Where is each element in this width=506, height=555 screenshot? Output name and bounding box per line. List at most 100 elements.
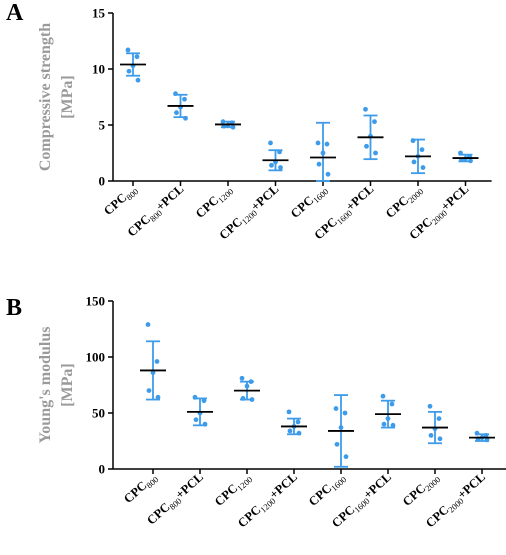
data-point: [296, 430, 302, 436]
data-point: [220, 119, 226, 125]
x-tick-label-suffix: +PCL: [361, 470, 394, 502]
data-point: [244, 383, 250, 389]
x-tick-label: CPC1200: [193, 182, 235, 222]
data-point: [287, 428, 293, 434]
data-point: [390, 422, 396, 428]
x-tick-label: CPC1600: [306, 470, 348, 510]
data-point: [146, 388, 152, 393]
y-axis-label-line: [MPa]: [59, 75, 76, 119]
data-point: [372, 119, 377, 125]
data-point: [295, 419, 301, 425]
x-tick-label-subscript: 1200: [235, 474, 254, 493]
data-point: [334, 441, 340, 447]
y-axis-label-line: [MPa]: [59, 363, 76, 407]
y-axis-label: Compressive strength [MPa]: [37, 23, 76, 171]
y-tick-label: 100: [86, 350, 106, 365]
data-point: [154, 359, 160, 364]
data-point: [145, 322, 151, 327]
x-tick-label: CPC800: [101, 182, 140, 220]
data-point: [380, 393, 386, 399]
x-tick-label: CPC2000: [400, 470, 442, 510]
data-point: [193, 417, 199, 423]
data-point: [182, 96, 187, 102]
data-point: [239, 375, 245, 381]
data-point: [333, 406, 339, 411]
data-point: [202, 421, 208, 427]
y-tick-label: 50: [92, 406, 105, 421]
data-point: [150, 370, 156, 376]
data-point: [316, 161, 322, 167]
x-tick-label-suffix: +PCL: [267, 470, 300, 502]
x-tick-label-suffix: +PCL: [455, 470, 488, 502]
data-point: [320, 150, 326, 156]
y-axis-label-line: Young's modulus: [37, 327, 54, 444]
x-tick-label-subscript: 1200: [216, 186, 235, 205]
data-point: [468, 158, 473, 164]
data-point: [201, 398, 207, 404]
y-tick-label: 15: [92, 6, 106, 21]
data-point: [277, 149, 282, 155]
data-point: [428, 433, 434, 438]
y-tick-label: 0: [99, 174, 106, 189]
data-point: [268, 140, 273, 146]
data-point: [436, 416, 442, 421]
x-tick-label-subscript: 1600: [329, 474, 348, 493]
data-point: [174, 110, 179, 116]
data-point: [230, 124, 236, 130]
data-point: [343, 454, 349, 460]
data-point: [155, 394, 161, 400]
x-tick-label-suffix: +PCL: [173, 470, 206, 502]
x-tick-label-suffix: +PCL: [248, 182, 281, 214]
data-point: [437, 436, 443, 442]
data-point: [286, 409, 292, 415]
data-point: [411, 159, 417, 165]
data-point: [126, 68, 132, 74]
data-point: [410, 138, 416, 144]
data-point: [363, 106, 368, 112]
x-tick-label-suffix: +PCL: [438, 182, 471, 214]
x-tick-label-suffix: +PCL: [343, 182, 376, 214]
x-tick-label-subscript: 2000: [406, 186, 425, 205]
data-point: [249, 397, 255, 402]
data-point: [183, 115, 188, 121]
data-point: [173, 91, 178, 97]
data-point: [420, 165, 426, 170]
x-tick-label-subscript: 1600: [311, 186, 330, 205]
data-point: [269, 162, 274, 168]
data-point: [315, 140, 321, 146]
data-point: [325, 171, 331, 177]
data-point: [338, 425, 344, 430]
data-point: [125, 47, 131, 53]
data-point: [373, 150, 378, 156]
x-tick-label: CPC800: [121, 470, 160, 508]
data-point: [278, 165, 283, 170]
y-tick-label: 10: [92, 62, 105, 77]
data-point: [389, 401, 395, 407]
x-tick-label-suffix: +PCL: [153, 182, 186, 214]
chart-panel-a: A Compressive strength [MPa] 0 5 10 15 CPC800 CP…: [6, 0, 492, 242]
y-axis-label-line: Compressive strength: [37, 23, 54, 171]
data-point: [248, 379, 254, 385]
data-point: [135, 77, 141, 83]
panel-letter: B: [6, 295, 22, 321]
data-point: [484, 437, 490, 443]
data-point: [381, 421, 387, 427]
data-point: [240, 396, 246, 401]
x-tick-label: CPC1600: [288, 182, 330, 222]
data-point: [474, 430, 480, 436]
data-point: [364, 143, 369, 149]
y-tick-label: 5: [99, 118, 106, 133]
y-tick-label: 0: [99, 462, 106, 477]
data-point: [458, 150, 463, 156]
data-point: [134, 54, 140, 60]
panel-letter: A: [6, 0, 24, 26]
data-point: [324, 141, 330, 147]
data-point: [419, 147, 425, 153]
y-axis-label: Young's modulus [MPa]: [37, 327, 76, 444]
x-tick-label-subscript: 2000: [423, 474, 442, 493]
x-tick-label: CPC2000: [383, 182, 425, 222]
data-point: [342, 410, 348, 416]
data-point: [483, 433, 489, 438]
